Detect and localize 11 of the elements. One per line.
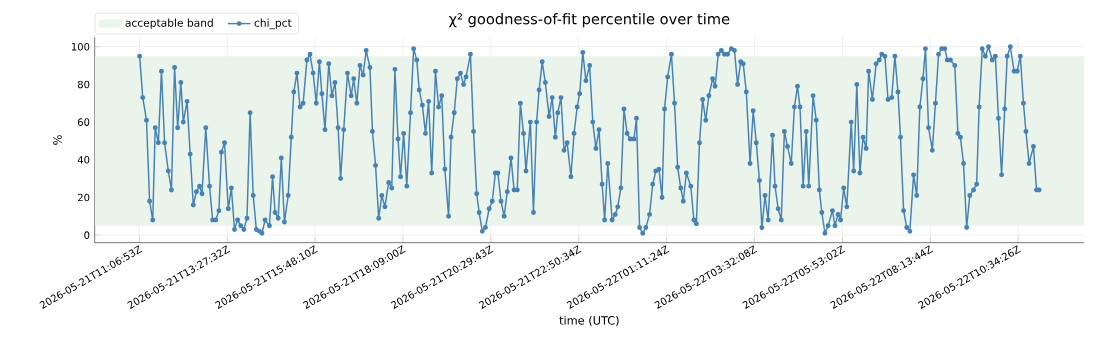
legend-label: acceptable band <box>125 18 213 29</box>
y-axis-title: % <box>53 135 62 145</box>
y-tick-label: 20 <box>77 193 90 202</box>
y-tick-label: 40 <box>77 155 90 164</box>
y-tick-label: 60 <box>77 118 90 126</box>
y-tick-label: 100 <box>71 42 90 51</box>
chart-title: χ² goodness-of-fit percentile over time <box>448 13 730 28</box>
x-axis-title: time (UTC) <box>559 315 619 327</box>
y-tick-label: 80 <box>77 80 90 89</box>
y-tick-label: 0 <box>84 231 90 239</box>
legend-label: chi_pct <box>254 18 292 30</box>
